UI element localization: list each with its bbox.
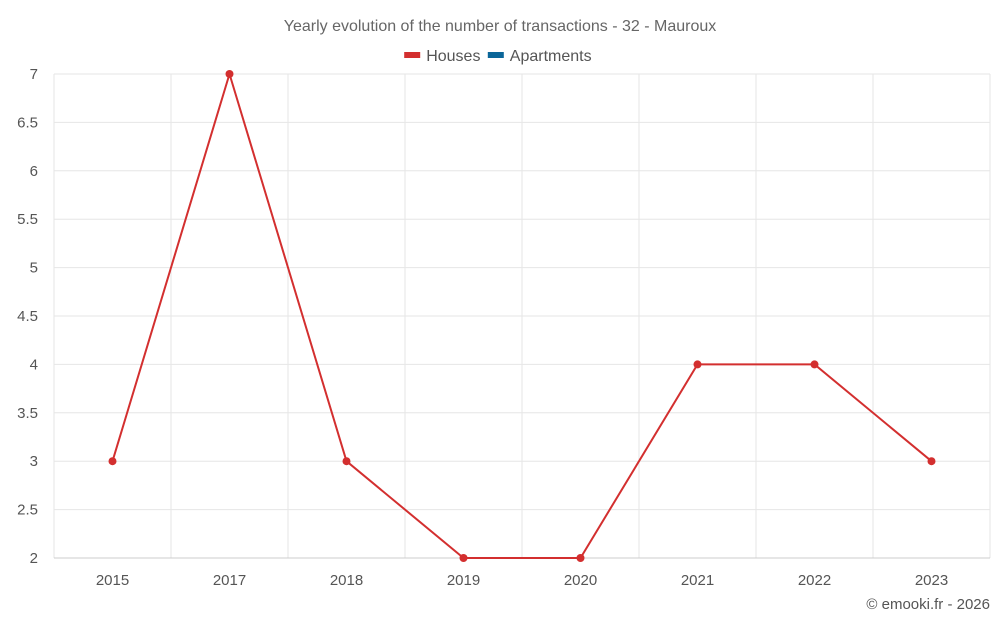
x-tick-label: 2019: [447, 572, 480, 589]
y-tick-label: 3.5: [17, 405, 38, 422]
credit-text: © emooki.fr - 2026: [866, 596, 990, 613]
data-point[interactable]: [693, 360, 702, 369]
y-tick-label: 2: [30, 550, 38, 567]
data-point[interactable]: [576, 554, 585, 562]
x-tick-label: 2015: [96, 572, 129, 589]
legend: Houses Apartments: [404, 48, 592, 65]
horizontal-gridlines: [54, 73, 990, 559]
data-point[interactable]: [927, 457, 936, 466]
x-tick-label: 2020: [564, 572, 597, 589]
legend-swatch: [487, 52, 504, 58]
y-tick-label: 4: [30, 356, 38, 373]
y-tick-label: 2.5: [17, 502, 38, 519]
y-axis-tick-labels: 2 2.5 3 3.5 4 4.5 5 5.5 6 6.5 7: [17, 66, 38, 567]
y-tick-label: 6: [30, 163, 38, 180]
x-tick-label: 2018: [330, 572, 363, 589]
x-tick-label: 2017: [213, 572, 246, 589]
data-point[interactable]: [225, 70, 234, 78]
data-point[interactable]: [108, 457, 117, 466]
data-point[interactable]: [459, 554, 468, 562]
legend-label[interactable]: Houses: [426, 48, 480, 65]
x-axis-tick-labels: 2015 2017 2018 2019 2020 2021 2022 2023: [96, 572, 948, 589]
series-line: [111, 73, 933, 559]
series-layer: [108, 70, 936, 562]
y-tick-label: 4.5: [17, 308, 38, 325]
y-tick-label: 5.5: [17, 211, 38, 228]
y-tick-label: 6.5: [17, 114, 38, 131]
x-tick-label: 2023: [915, 572, 948, 589]
x-tick-label: 2021: [681, 572, 714, 589]
x-tick-label: 2022: [798, 572, 831, 589]
y-tick-label: 3: [30, 453, 38, 470]
chart-title: Yearly evolution of the number of transa…: [284, 18, 717, 35]
y-tick-label: 7: [30, 66, 38, 83]
y-tick-label: 5: [30, 260, 38, 277]
data-point[interactable]: [342, 457, 351, 466]
legend-swatch: [404, 52, 421, 58]
legend-label[interactable]: Apartments: [510, 48, 592, 65]
data-point[interactable]: [810, 360, 819, 369]
